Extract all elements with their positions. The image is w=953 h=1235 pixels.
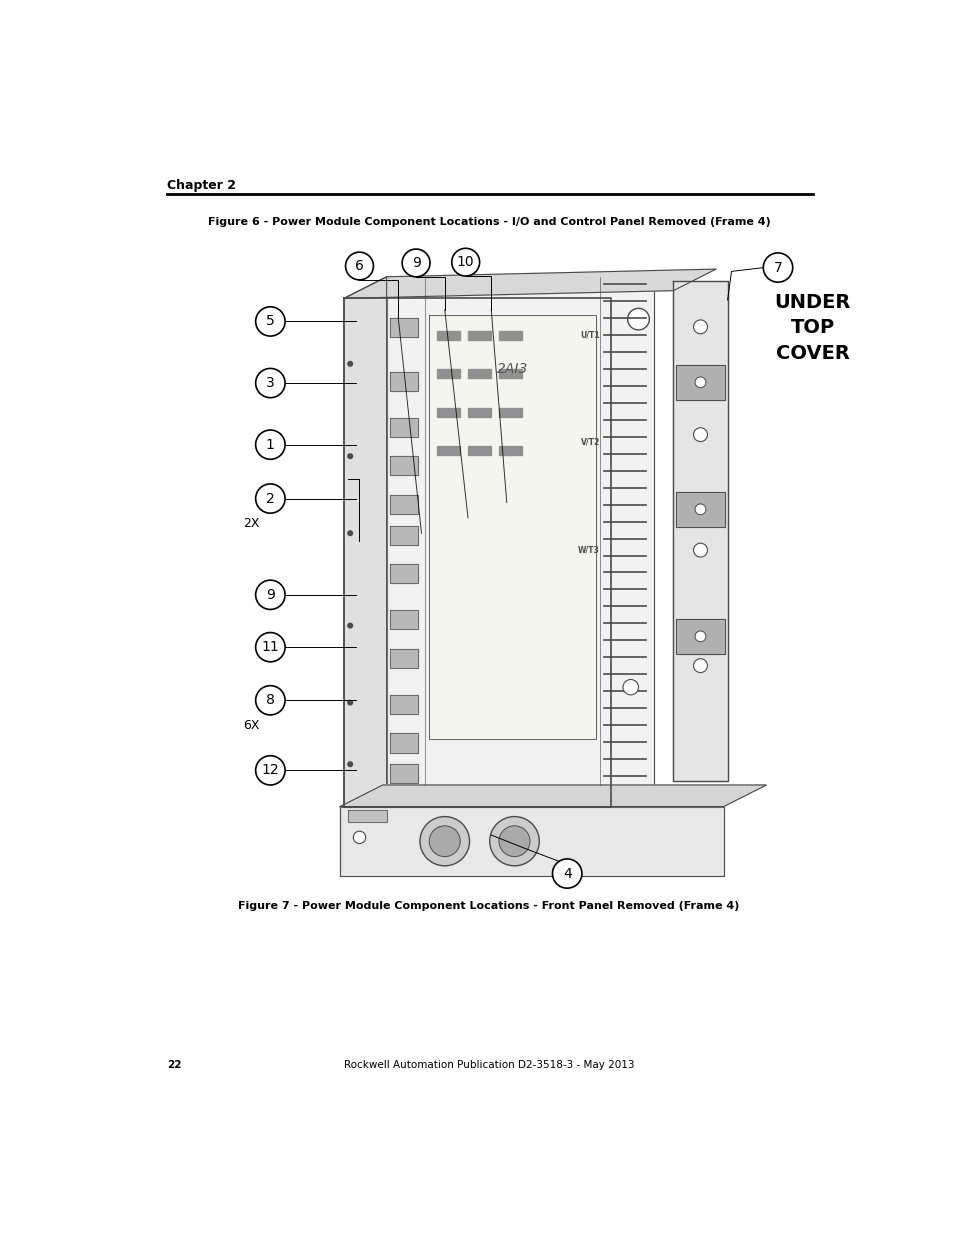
Polygon shape <box>676 493 723 527</box>
Circle shape <box>255 430 285 459</box>
Circle shape <box>452 248 479 275</box>
Polygon shape <box>390 610 417 630</box>
Polygon shape <box>390 648 417 668</box>
Polygon shape <box>468 446 491 456</box>
Circle shape <box>498 826 530 857</box>
Circle shape <box>695 631 705 642</box>
Text: 11: 11 <box>261 640 279 655</box>
Circle shape <box>489 816 538 866</box>
Circle shape <box>348 362 353 366</box>
Text: UNDER: UNDER <box>774 293 850 311</box>
Polygon shape <box>468 369 491 378</box>
Circle shape <box>552 858 581 888</box>
Circle shape <box>693 320 707 333</box>
Text: 9: 9 <box>266 588 274 601</box>
Polygon shape <box>390 764 417 783</box>
Polygon shape <box>390 734 417 752</box>
Polygon shape <box>390 526 417 545</box>
Polygon shape <box>344 269 716 299</box>
Circle shape <box>622 679 638 695</box>
Circle shape <box>255 580 285 609</box>
Circle shape <box>345 252 373 280</box>
Text: 7: 7 <box>773 261 781 274</box>
Text: W/T3: W/T3 <box>578 546 599 555</box>
Text: COVER: COVER <box>775 343 849 363</box>
Text: 5: 5 <box>266 315 274 329</box>
Circle shape <box>348 762 353 767</box>
Polygon shape <box>390 564 417 583</box>
Circle shape <box>255 368 285 398</box>
Text: 22: 22 <box>167 1060 182 1070</box>
Circle shape <box>695 504 705 515</box>
Polygon shape <box>498 331 521 340</box>
Circle shape <box>348 531 353 536</box>
Text: 3: 3 <box>266 375 274 390</box>
Polygon shape <box>498 408 521 417</box>
Polygon shape <box>348 810 386 823</box>
Polygon shape <box>386 277 654 785</box>
Polygon shape <box>390 372 417 390</box>
Circle shape <box>419 816 469 866</box>
Polygon shape <box>676 620 723 655</box>
Text: Chapter 2: Chapter 2 <box>167 179 236 191</box>
Polygon shape <box>436 331 459 340</box>
Circle shape <box>693 543 707 557</box>
Circle shape <box>255 632 285 662</box>
Circle shape <box>693 658 707 673</box>
Text: 2AI3: 2AI3 <box>497 362 528 377</box>
Text: 10: 10 <box>456 256 474 269</box>
Circle shape <box>695 377 705 388</box>
Text: 6X: 6X <box>242 719 259 732</box>
Circle shape <box>402 249 430 277</box>
Text: 2X: 2X <box>242 517 259 531</box>
Text: 12: 12 <box>261 763 279 777</box>
Polygon shape <box>436 408 459 417</box>
Text: 9: 9 <box>411 256 420 270</box>
Circle shape <box>255 306 285 336</box>
Text: U/T1: U/T1 <box>579 330 599 340</box>
Circle shape <box>693 427 707 442</box>
Text: 2: 2 <box>266 492 274 505</box>
Polygon shape <box>436 369 459 378</box>
Text: 6: 6 <box>355 259 363 273</box>
Polygon shape <box>340 806 723 876</box>
Polygon shape <box>436 446 459 456</box>
Circle shape <box>762 253 792 282</box>
Polygon shape <box>498 369 521 378</box>
Polygon shape <box>344 277 386 806</box>
Polygon shape <box>390 495 417 514</box>
Circle shape <box>348 700 353 705</box>
Text: V/T2: V/T2 <box>579 438 599 447</box>
Polygon shape <box>390 317 417 337</box>
Polygon shape <box>673 280 727 782</box>
Text: 8: 8 <box>266 693 274 708</box>
Text: 1: 1 <box>266 437 274 452</box>
Polygon shape <box>676 366 723 400</box>
Circle shape <box>255 685 285 715</box>
Polygon shape <box>340 785 765 806</box>
Circle shape <box>348 454 353 458</box>
Text: Figure 7 - Power Module Component Locations - Front Panel Removed (Frame 4): Figure 7 - Power Module Component Locati… <box>238 900 739 911</box>
Text: TOP: TOP <box>790 319 834 337</box>
Polygon shape <box>468 408 491 417</box>
Polygon shape <box>390 695 417 714</box>
Circle shape <box>255 756 285 785</box>
Circle shape <box>429 826 459 857</box>
Circle shape <box>353 831 365 844</box>
Circle shape <box>627 309 649 330</box>
Circle shape <box>348 624 353 627</box>
Text: Rockwell Automation Publication D2-3518-3 - May 2013: Rockwell Automation Publication D2-3518-… <box>343 1060 634 1070</box>
Polygon shape <box>390 417 417 437</box>
Text: 4: 4 <box>562 867 571 881</box>
Polygon shape <box>498 446 521 456</box>
Text: Figure 6 - Power Module Component Locations - I/O and Control Panel Removed (Fra: Figure 6 - Power Module Component Locati… <box>208 217 769 227</box>
Polygon shape <box>468 331 491 340</box>
Polygon shape <box>429 315 596 739</box>
Polygon shape <box>390 456 417 475</box>
Circle shape <box>255 484 285 514</box>
